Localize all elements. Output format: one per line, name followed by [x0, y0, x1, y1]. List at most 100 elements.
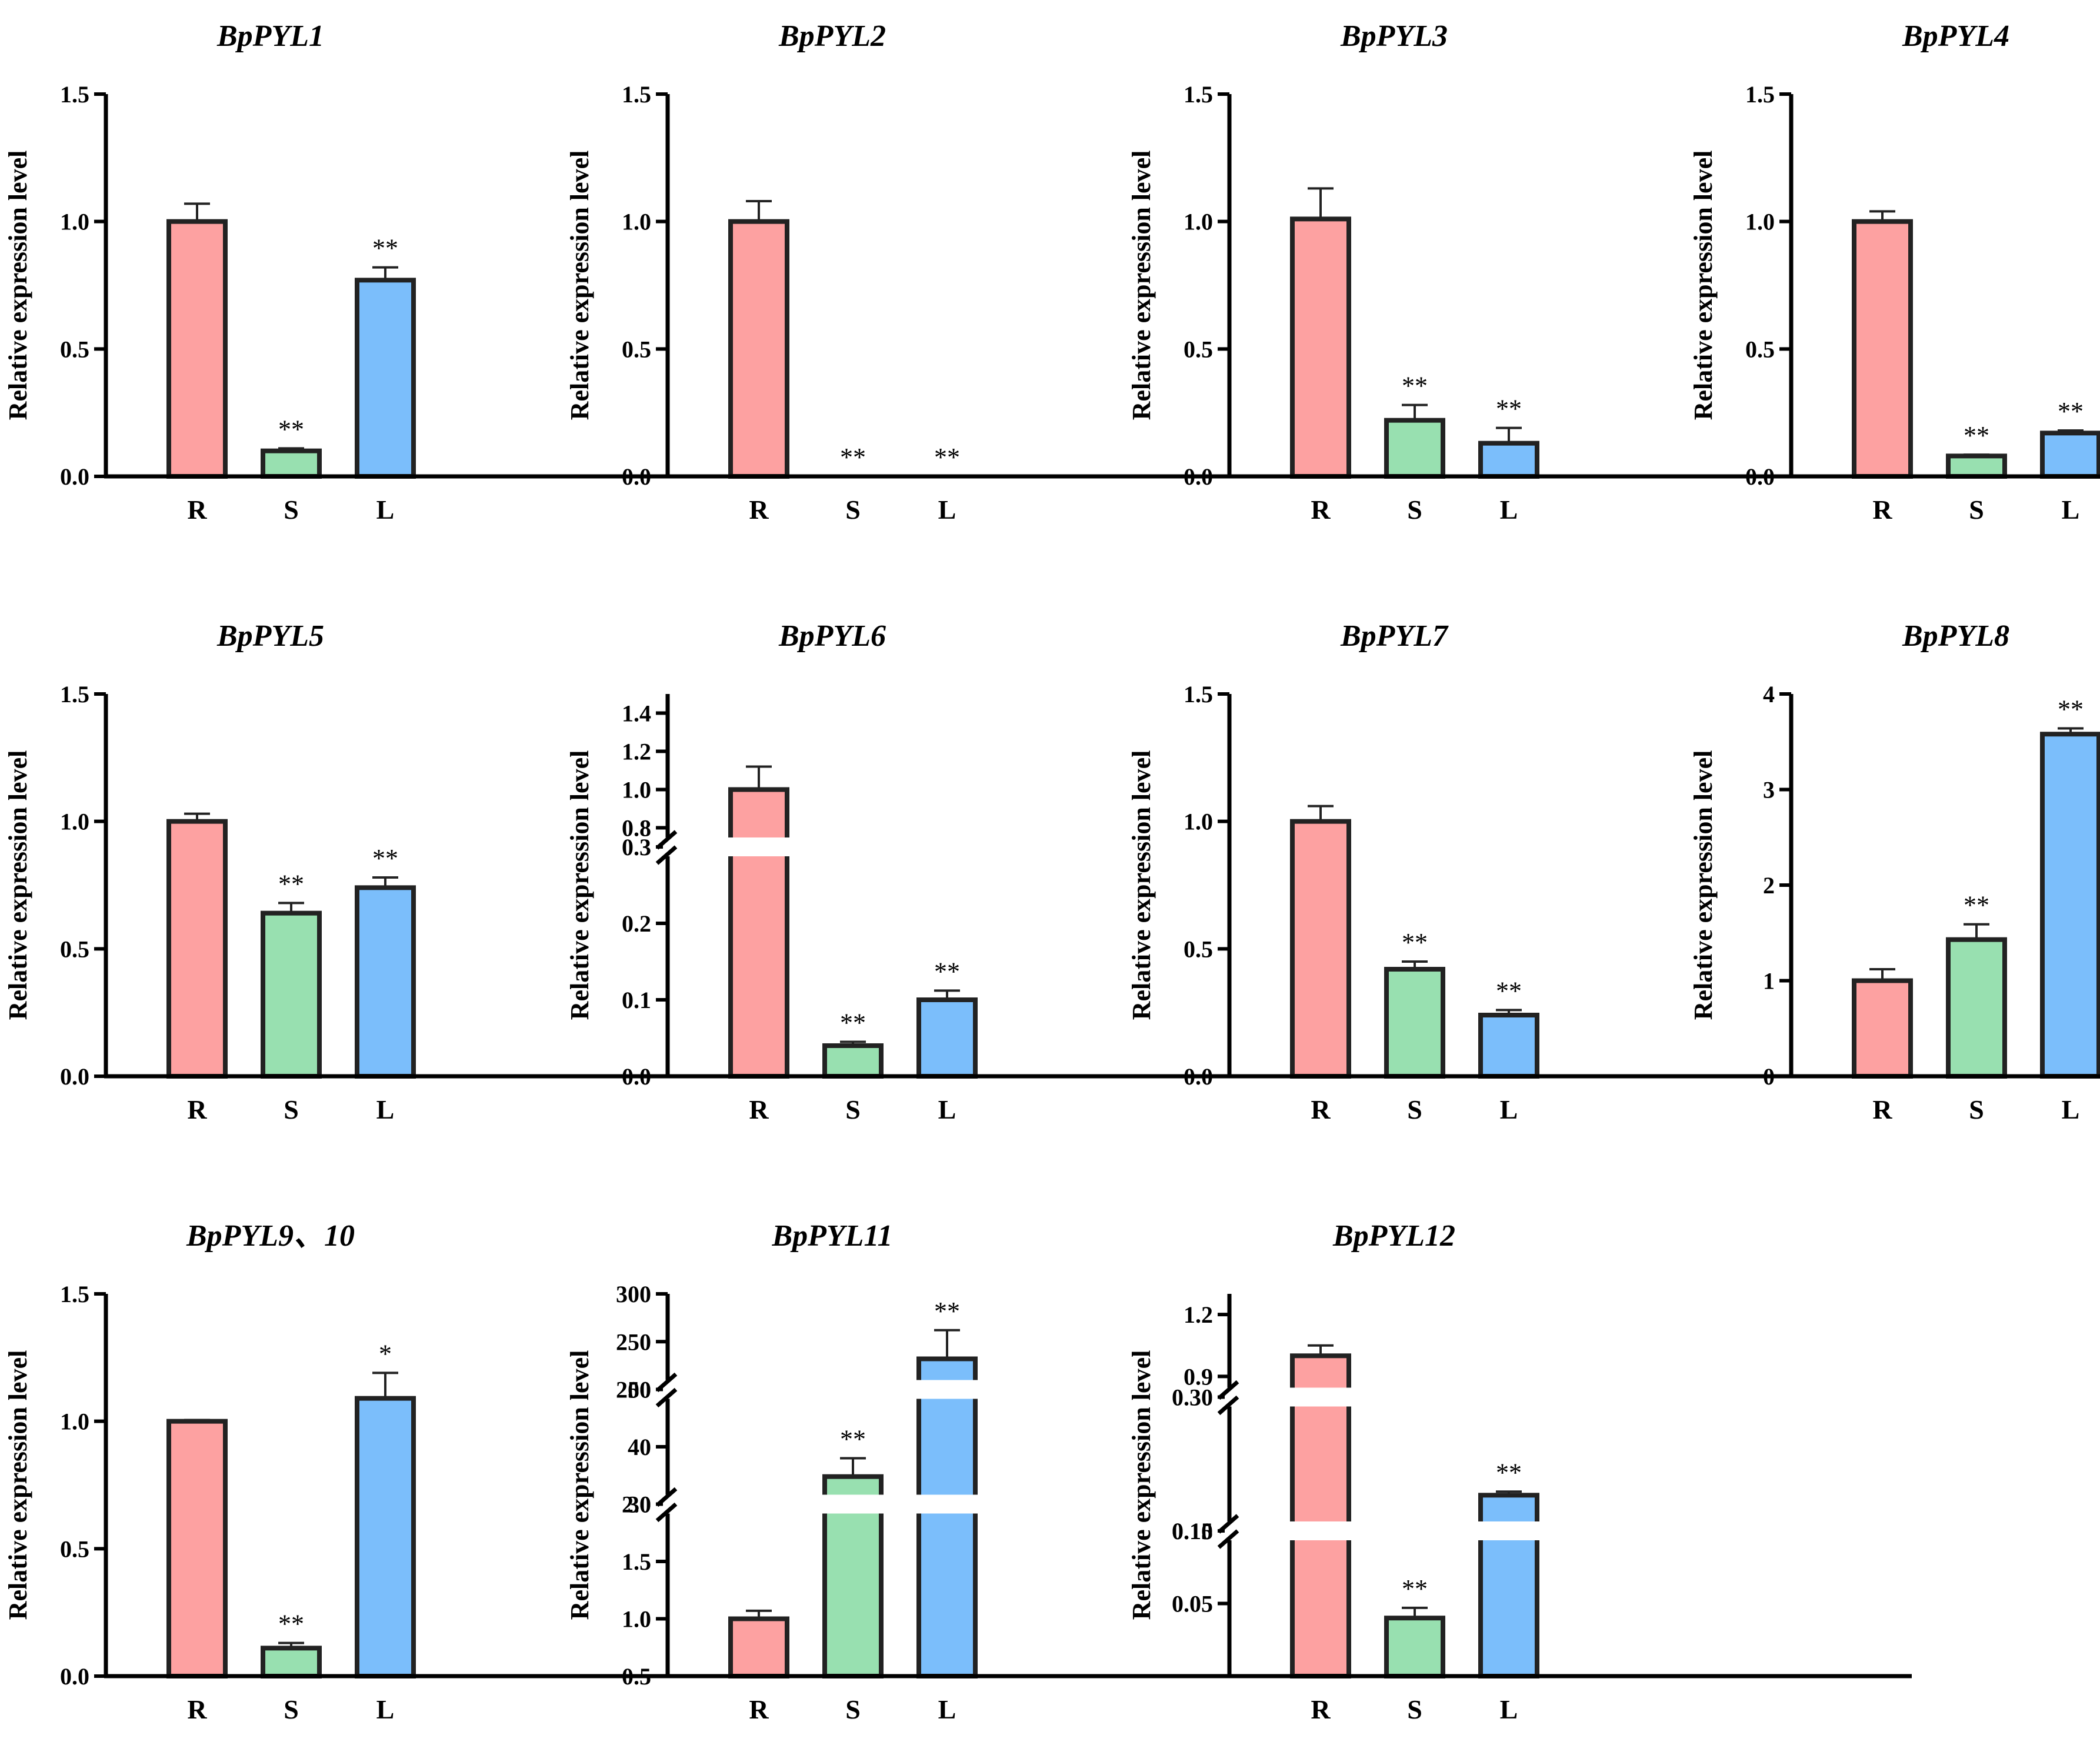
- bar-R: [728, 1616, 789, 1678]
- category-label-L: L: [938, 495, 956, 525]
- y-axis-label: Relative expression level: [1127, 1350, 1156, 1620]
- category-label-S: S: [1969, 495, 1984, 525]
- category-label-S: S: [284, 1694, 299, 1724]
- y-tick-label: 0.5: [1745, 336, 1775, 362]
- category-label-S: S: [845, 1694, 861, 1724]
- y-tick-label: 0.10: [1172, 1518, 1213, 1544]
- significance-S: **: [1402, 928, 1428, 957]
- chart-panel-BpPYL8: BpPYL8 Relative expression level R ** S ** L 0 1…: [1689, 619, 2100, 1124]
- bar-R: [166, 1419, 228, 1679]
- chart-title: BpPYL2: [778, 19, 886, 53]
- y-tick-label: 40: [628, 1434, 651, 1460]
- chart-panel-BpPYL7: BpPYL7 Relative expression level R ** S ** L 0.…: [1127, 619, 1912, 1124]
- chart-title: BpPYL9、10: [186, 1219, 355, 1253]
- bar-L: [355, 278, 416, 479]
- y-tick-label: 0: [1763, 1063, 1775, 1090]
- category-label-L: L: [1500, 495, 1518, 525]
- y-tick-label: 1.0: [1184, 809, 1213, 835]
- bar-S: [261, 448, 322, 479]
- category-label-R: R: [749, 1694, 769, 1724]
- chart-panel-BpPYL3: BpPYL3 Relative expression level R ** S ** L 0.…: [1127, 19, 1912, 525]
- chart-title: BpPYL11: [771, 1219, 892, 1253]
- axis-break-gap: [1225, 1521, 1907, 1540]
- significance-L: **: [1496, 395, 1522, 423]
- chart-title: BpPYL7: [1340, 619, 1449, 653]
- category-label-R: R: [1311, 1094, 1331, 1124]
- axis-break-gap: [663, 1494, 1345, 1514]
- bar-R: [1290, 819, 1351, 1079]
- significance-S: **: [278, 415, 304, 443]
- y-tick-label: 0.0: [1184, 463, 1213, 490]
- significance-S: **: [1402, 1574, 1428, 1603]
- category-label-S: S: [845, 1094, 861, 1124]
- y-tick-label: 1.5: [60, 681, 89, 708]
- category-label-L: L: [376, 1094, 395, 1124]
- y-tick-label: 1.4: [622, 700, 651, 727]
- y-tick-label: 1.5: [622, 1549, 651, 1575]
- chart-panel-BpPYL2: BpPYL2 Relative expression level R ** S ** L 0.…: [565, 19, 1350, 525]
- category-label-R: R: [1311, 495, 1331, 525]
- significance-L: **: [2058, 695, 2084, 724]
- category-label-R: R: [187, 1094, 207, 1124]
- y-tick-label: 1.5: [1184, 681, 1213, 708]
- y-tick-label: 200: [616, 1377, 651, 1403]
- category-label-S: S: [845, 495, 861, 525]
- y-tick-label: 1.5: [60, 1281, 89, 1307]
- y-tick-label: 0.5: [622, 336, 651, 362]
- significance-S: **: [278, 869, 304, 898]
- significance-L: *: [379, 1339, 392, 1368]
- chart-panel-BpPYL12: BpPYL12 Relative expression level R ** S ** L 0…: [1127, 1219, 1912, 1724]
- category-label-R: R: [749, 1094, 769, 1124]
- y-tick-label: 0.30: [1172, 1384, 1213, 1411]
- axis-break-mark: [655, 845, 678, 865]
- y-tick-label: 1.0: [60, 209, 89, 235]
- category-label-L: L: [2062, 1094, 2080, 1124]
- bar-L: [355, 1396, 416, 1679]
- chart-title: BpPYL1: [216, 19, 324, 53]
- significance-L: **: [1496, 976, 1522, 1005]
- y-tick-label: 1: [1763, 968, 1775, 995]
- category-label-S: S: [284, 495, 299, 525]
- chart-title: BpPYL4: [1902, 19, 2009, 53]
- category-label-S: S: [1407, 495, 1422, 525]
- y-axis-label: Relative expression level: [1127, 750, 1156, 1020]
- y-axis-label: Relative expression level: [565, 750, 594, 1020]
- bar-R: [1852, 978, 1913, 1079]
- chart-title: BpPYL6: [778, 619, 886, 653]
- y-tick-label: 1.0: [622, 777, 651, 803]
- category-label-L: L: [2062, 495, 2080, 525]
- axis-break-mark: [655, 830, 678, 850]
- category-label-R: R: [187, 1694, 207, 1724]
- bar-L: [916, 1356, 978, 1678]
- y-tick-label: 1.0: [622, 209, 651, 235]
- category-label-S: S: [1407, 1694, 1422, 1724]
- y-tick-label: 1.0: [1184, 209, 1213, 235]
- category-label-S: S: [284, 1094, 299, 1124]
- bar-L: [355, 885, 416, 1079]
- axis-break-mark: [1217, 1380, 1239, 1400]
- y-axis-label: Relative expression level: [1127, 151, 1156, 421]
- bar-R: [1290, 1353, 1351, 1679]
- y-tick-label: 0.15: [1172, 1518, 1213, 1544]
- chart-title: BpPYL3: [1340, 19, 1448, 53]
- chart-panel-BpPYL6: BpPYL6 Relative expression level R ** S ** L 0.…: [565, 619, 1350, 1124]
- bar-L: [2040, 431, 2100, 479]
- y-tick-label: 0.0: [60, 1063, 89, 1090]
- axis-break-mark: [655, 1502, 678, 1523]
- y-tick-label: 1.2: [1184, 1302, 1213, 1328]
- category-label-L: L: [376, 1694, 395, 1724]
- significance-S: **: [840, 1009, 866, 1037]
- category-label-L: L: [376, 495, 395, 525]
- chart-title: BpPYL12: [1332, 1219, 1455, 1253]
- axis-break-mark: [655, 1487, 678, 1507]
- bar-L: [2040, 732, 2100, 1079]
- y-tick-label: 0.1: [622, 987, 651, 1013]
- category-label-S: S: [1407, 1094, 1422, 1124]
- y-tick-label: 0.3: [622, 834, 651, 860]
- y-tick-label: 1.5: [622, 81, 651, 108]
- y-axis-label: Relative expression level: [4, 151, 32, 421]
- category-label-R: R: [187, 495, 207, 525]
- chart-panel-BpPYL11: BpPYL11 Relative expression level R ** S ** L 0…: [565, 1219, 1350, 1724]
- y-tick-label: 2.0: [622, 1491, 651, 1518]
